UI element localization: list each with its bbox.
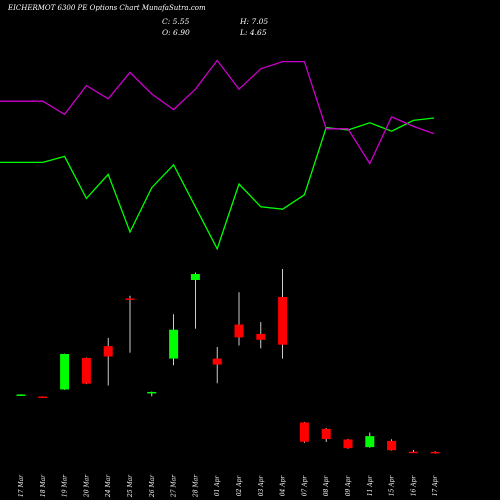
low-value: L: 4.65 <box>240 28 267 37</box>
x-tick-label: 17 Apr <box>432 475 439 497</box>
candle <box>169 314 179 366</box>
x-tick-label: 04 Apr <box>280 475 287 497</box>
candle-body <box>103 346 113 357</box>
candle-body <box>321 428 331 440</box>
x-tick-label: 27 Mar <box>171 474 178 498</box>
candle-body <box>125 298 135 300</box>
x-tick-label: 28 Mar <box>192 474 199 498</box>
candle <box>16 394 26 396</box>
x-tick-label: 08 Apr <box>323 475 330 497</box>
candle-body <box>147 391 157 394</box>
x-tick-label: 25 Mar <box>127 474 134 498</box>
candle <box>365 432 375 448</box>
high-value: H: 7.05 <box>240 17 269 26</box>
indicator-line-magenta <box>0 59 435 165</box>
candle-body <box>81 357 91 384</box>
x-axis-labels: 17 Mar 18 Mar 19 Mar 20 Mar 24 Mar 25 Mar 26 M… <box>18 474 439 498</box>
candle-body <box>212 358 222 365</box>
candle-body <box>256 333 266 340</box>
candle <box>234 292 244 346</box>
candle-body <box>190 273 200 280</box>
candle <box>103 337 113 386</box>
candle <box>212 346 222 384</box>
candle <box>81 357 91 385</box>
candle-body <box>38 396 48 399</box>
candle-body <box>365 436 375 448</box>
candle-body <box>60 354 70 390</box>
candle-body <box>430 451 440 454</box>
x-tick-label: 02 Apr <box>236 475 243 497</box>
candle <box>147 391 157 397</box>
x-tick-label: 03 Apr <box>258 475 265 497</box>
candle <box>256 322 266 349</box>
candle <box>190 272 200 329</box>
close-value: C: 5.55 <box>162 17 190 26</box>
open-value: O: 6.90 <box>162 28 190 37</box>
candle <box>408 450 418 454</box>
indicator-lines-layer <box>0 59 435 251</box>
candles-layer <box>16 268 440 454</box>
candle <box>60 353 70 390</box>
candle-body <box>234 324 244 338</box>
candle-body <box>16 394 26 396</box>
candle <box>321 428 331 442</box>
candle-body <box>387 440 397 451</box>
candle <box>125 295 135 353</box>
x-tick-label: 01 Apr <box>214 475 221 497</box>
x-tick-label: 07 Apr <box>301 475 308 497</box>
x-tick-label: 15 Apr <box>389 475 396 497</box>
candle <box>343 438 353 449</box>
x-tick-label: 26 Mar <box>149 474 156 498</box>
candle-body <box>299 422 309 442</box>
x-tick-label: 11 Apr <box>367 475 374 497</box>
x-tick-label: 18 Mar <box>40 474 47 497</box>
indicator-line-green <box>0 117 435 251</box>
candle-body <box>408 451 418 454</box>
candle-body <box>169 329 179 359</box>
x-tick-label: 17 Mar <box>18 474 25 497</box>
candle <box>299 422 309 443</box>
x-tick-label: 24 Mar <box>105 474 112 498</box>
candle-body <box>278 296 288 345</box>
candle <box>38 396 48 399</box>
candle <box>430 451 440 454</box>
chart-title: EICHERMOT 6300 PE Options Chart MunafaSu… <box>8 4 206 12</box>
candle <box>387 439 397 451</box>
x-tick-label: 16 Apr <box>410 475 417 497</box>
candle-body <box>343 439 353 449</box>
x-tick-label: 20 Mar <box>83 474 90 498</box>
x-tick-label: 19 Mar <box>62 474 69 497</box>
x-tick-label: 09 Apr <box>345 475 352 497</box>
candle <box>278 268 288 359</box>
